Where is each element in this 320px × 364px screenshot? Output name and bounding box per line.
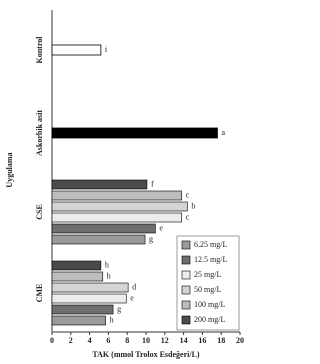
category-label: CME — [35, 284, 44, 303]
legend-swatch — [181, 255, 191, 265]
value-label: c — [186, 190, 190, 199]
x-tick-label: 18 — [217, 336, 225, 345]
x-tick-label: 0 — [50, 336, 54, 345]
bar — [51, 201, 188, 212]
bar — [51, 234, 146, 245]
value-label: h — [105, 260, 109, 269]
value-label: d — [132, 282, 136, 291]
legend-swatch — [181, 240, 191, 250]
legend-swatch — [181, 285, 191, 295]
category-label: Kontrol — [35, 36, 44, 64]
legend-swatch — [181, 300, 191, 310]
x-tick-label: 16 — [198, 336, 206, 345]
value-label: b — [191, 201, 195, 210]
x-tick-label: 4 — [88, 336, 92, 345]
x-tick-label: 8 — [125, 336, 129, 345]
legend-label: 12.5 mg/L — [194, 255, 227, 264]
value-label: i — [105, 45, 108, 54]
bar — [51, 260, 102, 271]
value-label: c — [186, 212, 190, 221]
bar — [51, 223, 156, 234]
bar — [51, 190, 183, 201]
bar — [51, 212, 183, 223]
legend-label: 25 mg/L — [194, 270, 221, 279]
x-tick-label: 10 — [142, 336, 150, 345]
x-tick-label: 14 — [180, 336, 188, 345]
value-label: g — [149, 234, 153, 243]
value-label: e — [130, 293, 134, 302]
value-label: h — [110, 315, 114, 324]
category-label: CSE — [35, 204, 44, 220]
legend-label: 6.25 mg/L — [194, 240, 227, 249]
legend-swatch — [181, 270, 191, 280]
x-tick-label: 6 — [106, 336, 110, 345]
bar — [51, 293, 127, 304]
legend-label: 200 mg/L — [194, 315, 225, 324]
bar — [51, 44, 102, 56]
value-label: f — [151, 179, 154, 188]
bar — [51, 271, 104, 282]
bar — [51, 127, 218, 139]
value-label: a — [221, 128, 225, 137]
x-tick-label: 20 — [236, 336, 244, 345]
bar — [51, 179, 148, 190]
bar — [51, 315, 106, 326]
legend-swatch — [181, 315, 191, 325]
bar — [51, 304, 114, 315]
value-label: g — [117, 304, 121, 313]
legend-label: 100 mg/L — [194, 300, 225, 309]
x-axis-title: TAK (mmol Trolox Esdeğeri/L) — [92, 350, 200, 359]
legend-label: 50 mg/L — [194, 285, 221, 294]
legend-box — [176, 235, 240, 331]
bar — [51, 282, 129, 293]
chart: Uygulama TAK (mmol Trolox Esdeğeri/L) 0 2… — [5, 10, 244, 359]
x-tick-label: 2 — [69, 336, 73, 345]
x-tick-label: 12 — [161, 336, 169, 345]
category-label: Askorbik asit — [35, 110, 44, 156]
y-axis-title: Uygulama — [5, 152, 14, 187]
value-label: h — [107, 271, 111, 280]
value-label: e — [159, 223, 163, 232]
